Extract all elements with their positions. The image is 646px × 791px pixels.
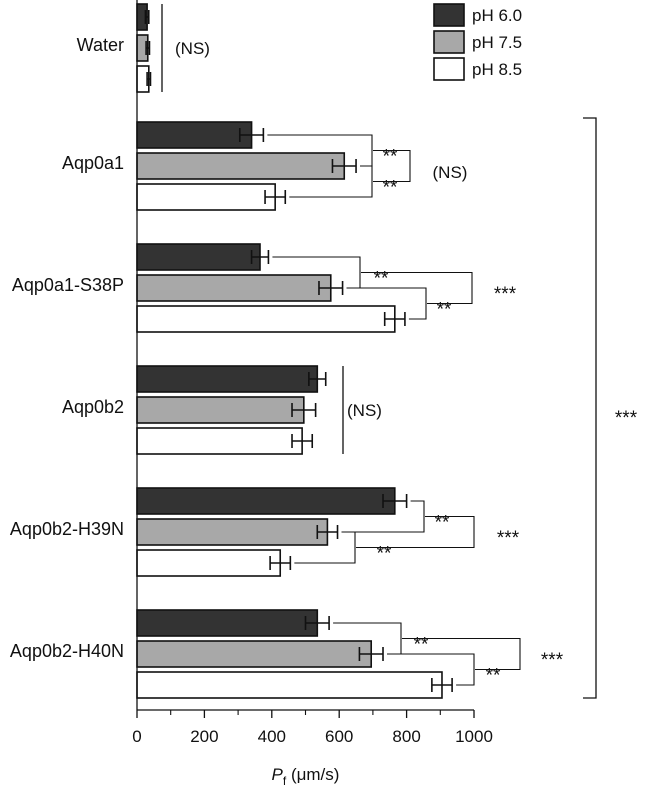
x-tick-label-200: 200 (190, 727, 218, 746)
error-bar-aqp0b2-ph-7-5 (291, 403, 317, 417)
category-label-aqp0b2-h39n: Aqp0b2-H39N (10, 519, 124, 539)
error-bar-water-ph-6-0 (144, 10, 150, 24)
bar-group-aqp0b2 (136, 365, 327, 455)
aqp0a1-s38p-6-vs-8-5-label: *** (494, 284, 517, 305)
legend-swatch-ph-6-0 (433, 3, 465, 27)
x-tick-label-0: 0 (132, 727, 141, 746)
significance-brackets: (NS)****(NS)*******(NS)***************** (161, 4, 638, 699)
bar-aqp0a1-ph-8-5 (136, 183, 276, 211)
error-bar-aqp0b2-ph-6-0 (308, 372, 327, 386)
aqp0a1-6-vs-7-5-label: ** (383, 147, 398, 168)
aqp0a1-7-5-vs-8-5-bracket (289, 165, 373, 198)
bars-layer (136, 3, 453, 699)
legend-item-ph-8-5: pH 8.5 (433, 57, 522, 81)
bar-aqp0b2-ph-6-0 (136, 365, 319, 393)
aqp0a1-s38p-6-vs-8-5-bracket (361, 271, 473, 305)
water-ns-label: (NS) (175, 39, 210, 58)
category-label-water: Water (77, 35, 124, 55)
error-bar-aqp0a1-ph-8-5 (264, 190, 287, 204)
aqp0b2-h40n-6-vs-8-5-label: *** (541, 650, 564, 671)
bar-aqp0b2-h40n-ph-8-5 (136, 671, 443, 699)
aqp0a1-6-vs-8-5-label: (NS) (433, 163, 468, 182)
error-bar-aqp0a1-s38p-ph-6-0 (250, 250, 270, 264)
aqp0b2-h40n-7-5-vs-8-5-bracket (387, 653, 475, 686)
aqp0b2-h40n-7-5-vs-8-5-label: ** (486, 666, 501, 687)
error-bar-aqp0b2-h40n-ph-7-5 (358, 647, 384, 661)
error-bar-aqp0a1-s38p-ph-8-5 (383, 312, 406, 326)
x-tick-label-600: 600 (325, 727, 353, 746)
error-bar-water-ph-8-5 (146, 72, 152, 86)
category-label-aqp0b2-h40n: Aqp0b2-H40N (10, 641, 124, 661)
bar-aqp0b2-ph-7-5 (136, 396, 305, 424)
error-bar-aqp0b2-h40n-ph-8-5 (431, 678, 453, 692)
aqp0b2-h39n-6-vs-8-5-bracket (356, 515, 475, 549)
error-bar-aqp0b2-h39n-ph-6-0 (382, 494, 408, 508)
category-label-aqp0a1-s38p: Aqp0a1-S38P (12, 275, 124, 295)
aqp0a1-7-5-vs-8-5-label: ** (383, 178, 398, 199)
overall-significance-label: *** (615, 408, 638, 429)
error-bar-aqp0b2-h40n-ph-6-0 (304, 616, 330, 630)
aqp0a1-s38p-7-5-vs-8-5-label: ** (437, 300, 452, 321)
aqp0a1-6-vs-8-5-bracket (373, 149, 411, 183)
bar-aqp0a1-s38p-ph-8-5 (136, 305, 396, 333)
aqp0a1-s38p-7-5-vs-8-5-bracket (346, 287, 427, 320)
bar-aqp0b2-h39n-ph-8-5 (136, 549, 282, 577)
aqp0a1-s38p-6-vs-7-5-label: ** (374, 269, 389, 290)
legend-swatch-ph-8-5 (433, 57, 465, 81)
error-bar-aqp0a1-s38p-ph-7-5 (318, 281, 344, 295)
bar-aqp0a1-ph-6-0 (136, 121, 253, 149)
error-bar-water-ph-7-5 (145, 41, 151, 55)
x-tick-label-800: 800 (392, 727, 420, 746)
aqp0b2-h40n-6-vs-7-5-label: ** (414, 635, 429, 656)
bar-aqp0b2-h39n-ph-7-5 (136, 518, 329, 546)
legend-label-ph-8-5: pH 8.5 (472, 60, 522, 79)
legend-swatch-ph-7-5 (433, 30, 465, 54)
category-labels: Water Aqp0a1 Aqp0a1-S38P Aqp0b2 Aqp0b2-H39N A… (10, 35, 124, 661)
aqp0b2-h39n-6-vs-8-5-label: *** (497, 528, 520, 549)
bar-aqp0b2-h40n-ph-6-0 (136, 609, 319, 637)
aqp0b2-h40n-6-vs-8-5-bracket (402, 637, 521, 671)
x-axis: 0 200 400 600 800 1000 Pf (μm/s) (132, 0, 493, 788)
bar-aqp0a1-ph-7-5 (136, 152, 346, 180)
bar-aqp0b2-ph-8-5 (136, 427, 303, 455)
bar-group-aqp0a1-s38p (136, 243, 406, 333)
x-axis-title: Pf (μm/s) (272, 765, 340, 788)
aqp0b2-h39n-6-vs-7-5-bracket (341, 500, 425, 533)
error-bar-aqp0a1-ph-6-0 (238, 128, 265, 142)
overall-bracket (583, 117, 597, 699)
category-label-aqp0b2: Aqp0b2 (62, 397, 124, 417)
bar-group-aqp0b2-h40n (136, 609, 453, 699)
bar-aqp0b2-h39n-ph-6-0 (136, 487, 396, 515)
x-tick-label-400: 400 (258, 727, 286, 746)
category-label-aqp0a1: Aqp0a1 (62, 153, 124, 173)
error-bar-aqp0a1-ph-7-5 (331, 159, 357, 173)
aqp0b2-h39n-7-5-vs-8-5-label: ** (377, 544, 392, 565)
legend-label-ph-7-5: pH 7.5 (472, 33, 522, 52)
bar-aqp0b2-h40n-ph-7-5 (136, 640, 373, 668)
legend-item-ph-6-0: pH 6.0 (433, 3, 522, 27)
bar-aqp0a1-s38p-ph-7-5 (136, 274, 332, 302)
legend-label-ph-6-0: pH 6.0 (472, 6, 522, 25)
bar-group-water (136, 3, 152, 93)
aqp0b2-h39n-6-vs-7-5-label: ** (435, 513, 450, 534)
error-bar-aqp0b2-h39n-ph-8-5 (269, 556, 292, 570)
legend-item-ph-7-5: pH 7.5 (433, 30, 522, 54)
legend: pH 6.0 pH 7.5 pH 8.5 (433, 3, 522, 81)
error-bar-aqp0b2-h39n-ph-7-5 (316, 525, 339, 539)
error-bar-aqp0b2-ph-8-5 (291, 434, 314, 448)
x-tick-label-1000: 1000 (455, 727, 493, 746)
bar-aqp0a1-s38p-ph-6-0 (136, 243, 261, 271)
aqp0b2-h39n-7-5-vs-8-5-bracket (294, 531, 356, 564)
aqp0b2-ns-label: (NS) (347, 401, 382, 420)
